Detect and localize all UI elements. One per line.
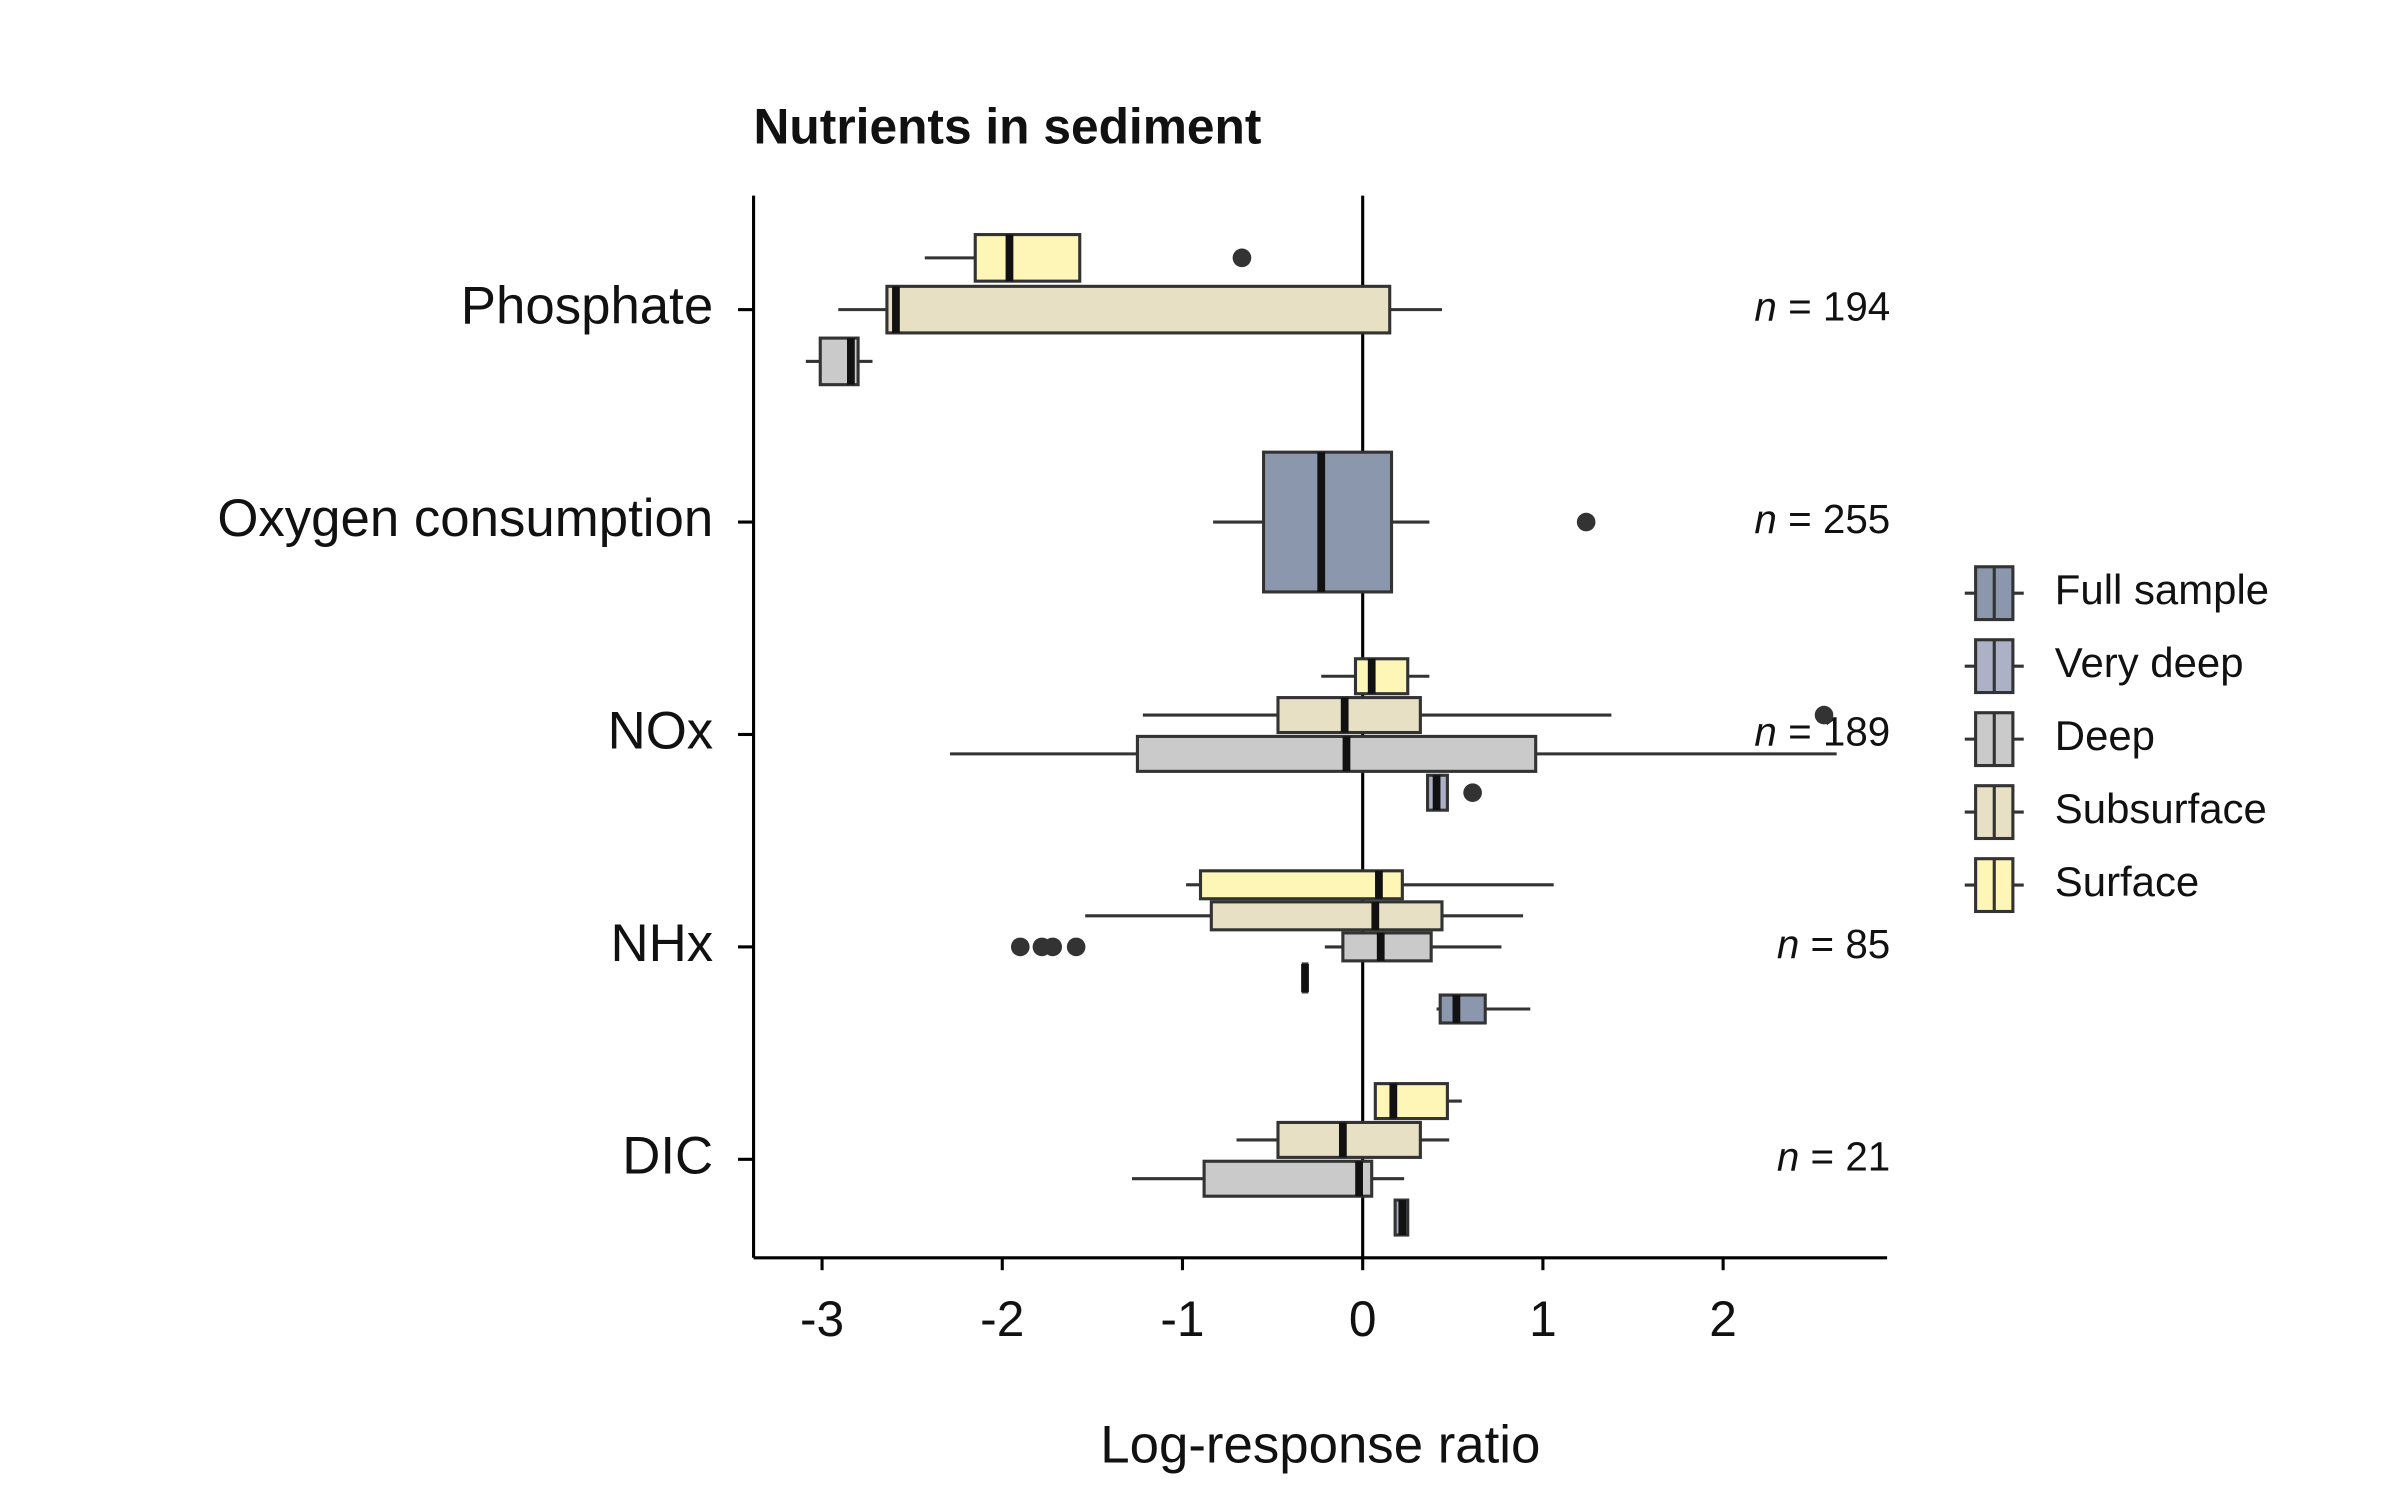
x-tick-label: 0 [1349, 1291, 1377, 1347]
box [1135, 734, 1538, 773]
y-tick-label: DIC [622, 1126, 713, 1185]
outlier [1043, 937, 1063, 957]
sample-size: n = 255 [1754, 496, 1890, 542]
sample-size: n = 85 [1777, 921, 1890, 967]
box [973, 233, 1082, 283]
legend-label: Surface [2055, 858, 2199, 905]
outlier [1576, 512, 1596, 532]
x-tick-label: 1 [1529, 1291, 1557, 1347]
legend-label: Very deep [2055, 639, 2244, 686]
outlier [1463, 783, 1482, 803]
y-tick-label: Phosphate [461, 277, 713, 336]
x-axis-title: Log-response ratio [1100, 1416, 1540, 1475]
box [1276, 696, 1422, 735]
box [1262, 450, 1394, 594]
y-tick-label: Oxygen consumption [217, 489, 713, 548]
box [1276, 1120, 1422, 1159]
y-tick-label: NHx [611, 914, 714, 973]
legend-label: Deep [2055, 712, 2155, 759]
chart-title: Nutrients in sediment [754, 99, 1262, 155]
outlier [1814, 705, 1834, 725]
legend-label: Subsurface [2055, 785, 2267, 832]
x-tick-label: 2 [1709, 1291, 1737, 1347]
outlier [1232, 248, 1252, 268]
x-tick-label: -2 [980, 1291, 1024, 1347]
sample-size: n = 194 [1754, 283, 1890, 329]
box [1209, 900, 1444, 932]
box [1373, 1082, 1449, 1121]
x-tick-label: -1 [1160, 1291, 1204, 1347]
box [1438, 993, 1487, 1025]
box [1202, 1159, 1374, 1198]
box [885, 284, 1392, 335]
legend-label: Full sample [2055, 566, 2269, 613]
outlier [1010, 937, 1030, 957]
box [1198, 869, 1404, 901]
box [1353, 657, 1410, 696]
y-tick-label: NOx [608, 701, 714, 760]
x-tick-label: -3 [800, 1291, 844, 1347]
box [1341, 931, 1433, 963]
sample-size: n = 189 [1754, 708, 1890, 754]
sample-size: n = 21 [1777, 1133, 1890, 1179]
outlier [1066, 937, 1086, 957]
